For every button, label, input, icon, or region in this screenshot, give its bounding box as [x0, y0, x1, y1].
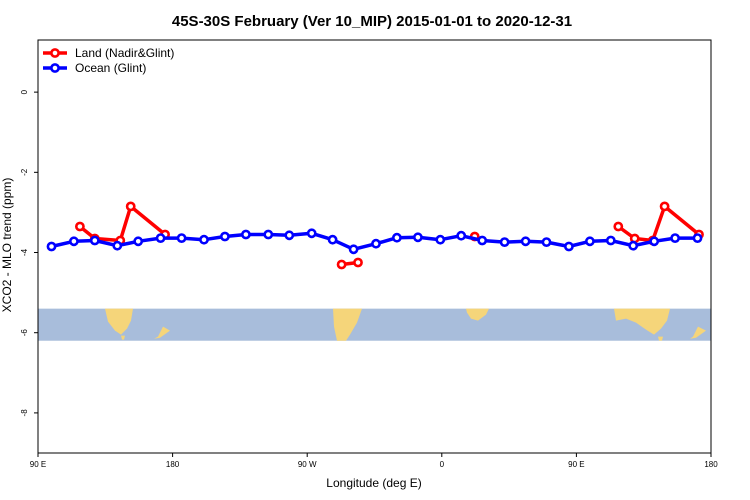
series-1-point [327, 234, 338, 245]
series-1-point [391, 232, 402, 243]
series-1-point [541, 237, 552, 247]
series-1-point [564, 241, 574, 252]
map-land-australia-east [614, 308, 670, 335]
x-axis-label: Longitude (deg E) [326, 476, 421, 490]
x-tick-label: 90 W [298, 460, 317, 469]
series-1-point [456, 230, 467, 241]
map-land-australia [105, 308, 133, 335]
y-tick-label: -2 [20, 168, 29, 176]
legend: Land (Nadir&Glint)Ocean (Glint) [43, 46, 174, 75]
series-1-point [155, 233, 166, 243]
x-tick-label: 90 E [568, 460, 584, 469]
legend-marker-0 [50, 48, 60, 58]
y-tick-label: -6 [20, 329, 29, 337]
series-1-point [133, 236, 144, 247]
legend-label-0: Land (Nadir&Glint) [75, 46, 174, 60]
series-1-point [692, 233, 703, 243]
series-1-point [412, 232, 423, 243]
y-tick-label: 0 [20, 89, 29, 94]
map-land-south-america [333, 308, 362, 341]
series-1-point [284, 230, 295, 241]
series-1-point [112, 240, 123, 251]
series-1-point [520, 236, 531, 247]
map-land-new-zealand-east [690, 326, 706, 339]
series-1-point [69, 236, 79, 247]
y-axis-label: XCO2 - MLO trend (ppm) [0, 178, 14, 313]
series-0-point [353, 257, 363, 268]
series-1-point [499, 237, 510, 247]
plot-frame [37, 39, 712, 454]
legend-marker-1 [50, 63, 60, 73]
series-1-point [219, 231, 230, 242]
series-1-point [306, 228, 317, 239]
series-1-point [585, 236, 595, 247]
series-0-point [613, 221, 624, 232]
legend-label-1: Ocean (Glint) [75, 61, 146, 75]
series-1-point [348, 244, 359, 255]
y-tick-label: -8 [20, 409, 29, 417]
series-1-point [263, 229, 274, 240]
series-1-point [199, 234, 209, 245]
series-1-point [670, 233, 680, 243]
map-land-tasmania-east [658, 336, 663, 341]
y-axis: 0 -2 -4 -6 -8 [20, 89, 38, 416]
x-tick-label: 180 [704, 460, 718, 469]
series-1-point [628, 240, 639, 251]
map-land-africa [466, 308, 489, 321]
series-0-line-3 [617, 204, 701, 243]
y-tick-label: -4 [20, 248, 29, 256]
series-layer [46, 201, 704, 270]
map-band [38, 308, 711, 341]
series-0-point [659, 201, 670, 212]
series-1-point [240, 229, 251, 240]
x-tick-label: 0 [440, 460, 445, 469]
series-1-point [435, 234, 446, 245]
map-land-new-zealand [154, 326, 170, 339]
series-0-point [336, 259, 347, 270]
map-ocean [38, 308, 711, 341]
chart-title: 45S-30S February (Ver 10_MIP) 2015-01-01… [172, 13, 572, 30]
x-tick-label: 180 [166, 460, 180, 469]
x-tick-label: 90 E [30, 460, 46, 469]
series-1-point [477, 235, 488, 246]
series-1-point [46, 241, 57, 252]
series-0-point [125, 201, 136, 212]
series-1-point [605, 235, 616, 246]
series-0-point [75, 221, 85, 232]
series-1-point [89, 235, 100, 246]
series-1-point [176, 233, 187, 243]
series-1-point [371, 238, 381, 249]
map-land-tasmania [121, 335, 125, 340]
series-1-point [649, 236, 660, 247]
x-axis: 90 E 180 90 W 0 90 E 180 [30, 453, 718, 469]
